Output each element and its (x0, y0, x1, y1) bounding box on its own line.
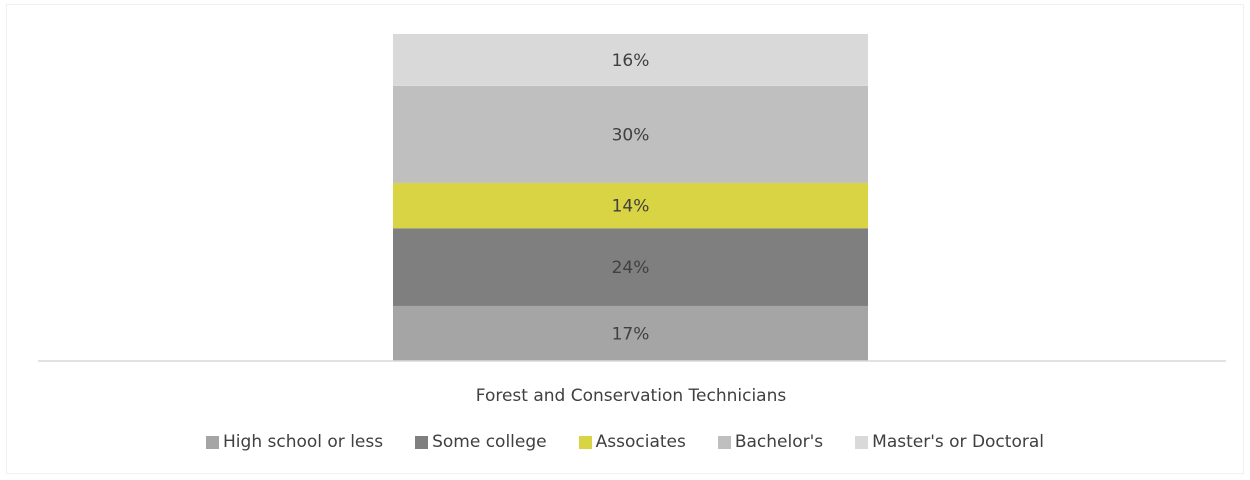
category-label: Forest and Conservation Technicians (476, 386, 787, 406)
legend-item-3: Associates (578, 432, 686, 452)
stacked-bar: 17% 24% 14% 30% 16% (393, 34, 868, 361)
legend-item-4: Bachelor's (717, 432, 824, 452)
data-label-2: 24% (612, 258, 650, 278)
legend-label: Master's or Doctoral (872, 432, 1044, 452)
legend-label: Bachelor's (734, 432, 824, 452)
bar-segment-5 (393, 34, 868, 86)
legend-label: Some college (432, 432, 547, 452)
chart-frame (6, 4, 1244, 474)
legend-item-2: Some college (415, 432, 547, 452)
bar-segment-3 (393, 182, 868, 229)
legend-swatch (855, 435, 869, 449)
legend-item-1: High school or less (206, 432, 383, 452)
legend-label: Associates (595, 432, 686, 452)
data-label-1: 17% (612, 324, 650, 344)
legend: High school or less Some college Associate… (0, 432, 1250, 452)
data-label-4: 30% (612, 125, 650, 145)
legend-item-5: Master's or Doctoral (855, 432, 1044, 452)
bar-segment-4 (393, 85, 868, 183)
legend-label: High school or less (223, 432, 384, 452)
bar-segment-1 (393, 305, 868, 361)
data-label-3: 14% (612, 197, 650, 217)
legend-swatch (415, 435, 429, 449)
legend-swatch (206, 435, 220, 449)
legend-swatch (578, 435, 592, 449)
data-label-5: 16% (612, 51, 650, 71)
legend-swatch (717, 435, 731, 449)
bar-segment-2 (393, 228, 868, 306)
